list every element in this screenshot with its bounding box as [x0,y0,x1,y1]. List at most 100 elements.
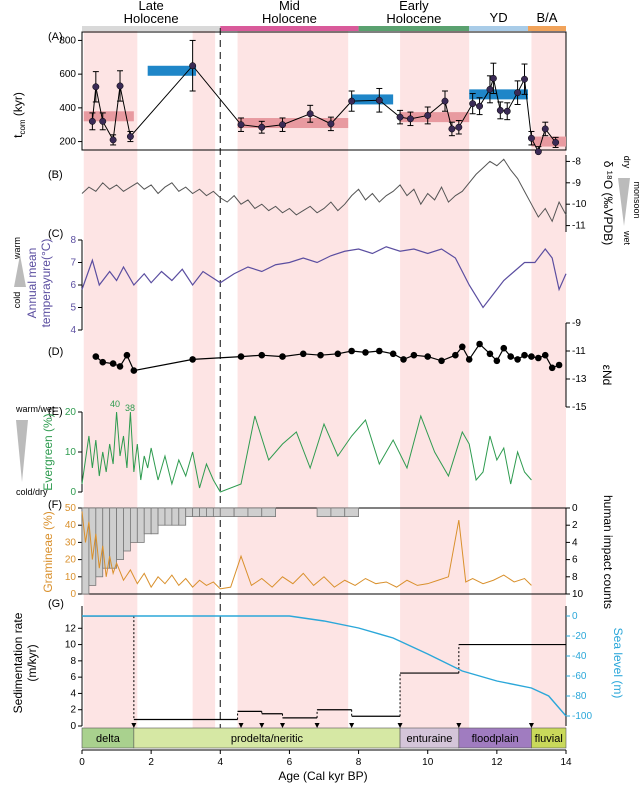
facies-marker-6 [397,723,403,728]
nd-point-35 [555,361,563,369]
sea-tick-label-5: -100 [572,711,592,722]
nd-point-18 [410,351,418,359]
tcom-point-19 [455,123,463,131]
human-bar-8 [136,507,145,543]
facies-marker-4 [314,723,320,728]
evergreen-series-line [81,411,532,493]
nd-point-15 [376,347,383,355]
temp-warm-label: warm [12,237,22,260]
temp-axis-label-1: Annual mean [25,248,39,319]
nd-point-19 [424,353,432,360]
gramineae-tick-label-4: 40 [65,520,77,531]
nd-axis-label: εNd [600,365,614,386]
facies-label-3: floodplain [472,733,519,745]
age-tick-label-4: 8 [356,757,362,768]
panel-a-letter: (A) [48,31,63,43]
tcom-point-14 [396,113,404,121]
temp-gradient-wedge [14,255,26,287]
human-bar-17 [199,507,207,518]
tcom-point-1 [92,83,100,91]
sed-tick-label-4: 8 [70,656,76,667]
sea-tick-label-2: -40 [572,651,587,662]
tcom-blue-bar-0 [147,65,197,76]
sed-tick-label-1: 2 [70,705,76,716]
facies-marker-1 [238,723,244,728]
tcom-point-9 [279,121,286,129]
human-tick-label-1: 2 [572,520,578,531]
gramineae-tick-label-0: 0 [70,589,76,600]
panel-g-letter: (G) [48,598,64,610]
age-tick-label-5: 10 [422,757,434,768]
age-tick-label-2: 4 [218,757,224,768]
nd-point-26 [493,357,501,365]
tcom-point-21 [476,102,484,110]
nd-point-21 [452,351,459,359]
tcom-point-29 [534,148,542,156]
evergreen-peak-1: 40 [110,399,120,409]
oxygen-series-line [81,158,567,223]
period-label-0: Late Holocene [124,0,179,26]
tcom-blue-bar-1 [351,94,394,105]
oxygen-chart: -8 -9 -10 -11 [81,155,587,232]
temp-tick-label-4: 8 [70,235,76,246]
period-strip-3 [469,26,528,31]
tcom-point-6 [189,62,197,70]
human-tick-label-3: 6 [572,555,578,566]
evergreen-chart: 0 10 20 [65,407,532,498]
shaded-band-3 [400,28,470,728]
human-bar-10 [150,507,159,535]
gramineae-series-line [81,511,532,590]
facies-marker-3 [280,723,286,728]
tcom-point-7 [237,121,245,129]
evergreen-gradient-wedge [16,420,28,482]
tcom-tick-label-2: 600 [59,69,76,80]
temp-tick-label-3: 7 [70,258,76,269]
nd-point-3 [116,363,124,370]
facies-label-1: prodelta/neritic [231,733,304,745]
oxygen-tick-label-0: -8 [572,156,581,167]
nd-point-2 [109,360,117,367]
period-label-2: Early Holocene [386,0,441,26]
human-bar-28 [330,507,346,518]
tcom-point-8 [258,123,266,131]
oxygen-monsoon-label: monsoon [632,181,639,218]
nd-chart: -9 -11 -13 -15 [92,318,587,413]
panel-e-letter: (E) [48,406,63,418]
evergreen-tick-label-2: 20 [65,407,77,418]
human-bar-29 [344,507,359,518]
tcom-point-30 [541,125,549,133]
sedimentation-chart: 0 2 4 6 8 10 12 0 -20 -40 -60 -80 -100 [65,606,592,732]
tcom-point-3 [109,136,117,144]
human-bar-1 [88,507,97,586]
gramineae-tick-label-5: 50 [65,503,77,514]
oxygen-tick-label-1: -9 [572,178,581,189]
age-tick-label-6: 12 [491,757,503,768]
human-tick-label-0: 0 [572,503,578,514]
nd-point-8 [258,351,266,359]
facies-marker-8 [528,723,534,728]
human-tick-label-4: 8 [572,572,578,583]
panel-f-letter: (F) [48,499,62,511]
period-label-3: YD [490,10,508,25]
period-strip-0 [82,26,221,31]
tcom-tick-label-1: 400 [59,103,76,114]
tcom-series-line [91,64,557,154]
nd-point-10 [299,350,307,358]
human-axis-label: human impact counts [601,495,615,609]
facies-marker-7 [456,723,462,728]
sed-tick-label-0: 0 [70,721,76,732]
sed-tick-label-2: 4 [70,688,76,699]
human-bar-23 [261,507,276,518]
shaded-band-1 [192,28,216,728]
human-bar-5 [116,507,124,560]
tcom-point-16 [424,111,432,119]
nd-tick-label-1: -11 [572,346,586,357]
human-tick-label-2: 4 [572,537,578,548]
facies-label-0: delta [96,733,121,745]
oxygen-dry-label: dry [622,156,632,169]
sea-axis-label: Sea level (m) [611,628,625,699]
age-tick-label-7: 14 [560,757,572,768]
facies-label-2: enturaine [407,733,453,745]
human-bar-9 [143,507,152,535]
